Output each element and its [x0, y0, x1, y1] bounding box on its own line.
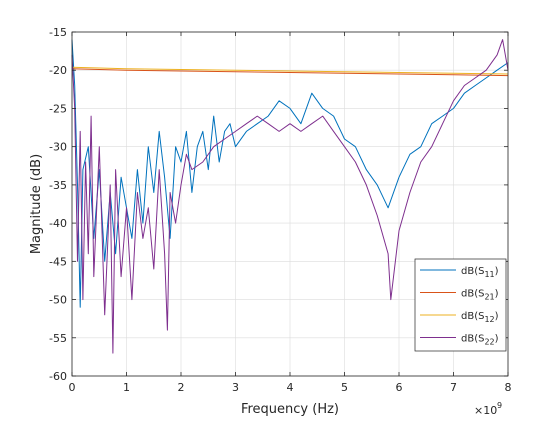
series-line-s11 — [71, 39, 509, 308]
legend-box — [414, 258, 507, 352]
tick-labels: 0 1 2 3 4 5 6 7 8-15-20-25-30-35-40-45-50-55-60 — [49, 26, 511, 394]
legend-label-prefix: dB(S — [461, 334, 484, 345]
legend-label-s22: dB(S22) — [461, 334, 499, 347]
y-tick-label: -35 — [49, 179, 67, 192]
x-exponent-power: 9 — [497, 401, 502, 410]
series-lines — [71, 39, 509, 354]
legend-label-prefix: dB(S — [461, 266, 484, 277]
x-tick-label: 7 — [450, 381, 457, 394]
x-tick-label: 0 — [69, 381, 76, 394]
legend-label-prefix: dB(S — [461, 289, 484, 300]
y-tick-label: -60 — [49, 370, 67, 383]
legend: dB(S11)dB(S21)dB(S12)dB(S22) — [414, 258, 507, 352]
x-tick-label: 4 — [287, 381, 294, 394]
x-exponent: ×10 9 — [474, 401, 502, 417]
y-axis-label: Magnitude (dB) — [29, 154, 44, 254]
x-tick-label: 6 — [396, 381, 403, 394]
legend-label-subscript: 21 — [484, 293, 494, 302]
y-tick-label: -15 — [49, 26, 67, 39]
legend-label-suffix: ) — [495, 311, 499, 322]
x-tick-label: 1 — [123, 381, 130, 394]
y-tick-label: -55 — [49, 332, 67, 345]
ticks — [71, 31, 509, 377]
y-tick-label: -50 — [49, 294, 67, 307]
x-exponent-base: ×10 — [474, 404, 497, 417]
y-tick-label: -30 — [49, 141, 67, 154]
legend-label-subscript: 22 — [484, 338, 494, 347]
x-axis-label: Frequency (Hz) — [241, 402, 339, 417]
x-tick-label: 3 — [232, 381, 239, 394]
legend-label-subscript: 11 — [484, 270, 494, 279]
legend-label-subscript: 12 — [484, 315, 494, 324]
legend-label-suffix: ) — [495, 266, 499, 277]
series-line-s21 — [71, 68, 509, 77]
y-tick-label: -20 — [49, 64, 67, 77]
legend-label-s12: dB(S12) — [461, 311, 499, 324]
legend-label-s21: dB(S21) — [461, 289, 499, 302]
x-tick-label: 2 — [178, 381, 185, 394]
legend-label-s11: dB(S11) — [461, 266, 499, 279]
y-tick-label: -40 — [49, 217, 67, 230]
legend-label-prefix: dB(S — [461, 311, 484, 322]
legend-label-suffix: ) — [495, 334, 499, 345]
series-line-s22 — [71, 39, 509, 354]
legend-label-suffix: ) — [495, 289, 499, 300]
y-tick-label: -25 — [49, 102, 67, 115]
y-tick-label: -45 — [49, 255, 67, 268]
x-tick-label: 5 — [341, 381, 348, 394]
x-tick-label: 8 — [505, 381, 512, 394]
series-line-s12 — [71, 66, 509, 75]
